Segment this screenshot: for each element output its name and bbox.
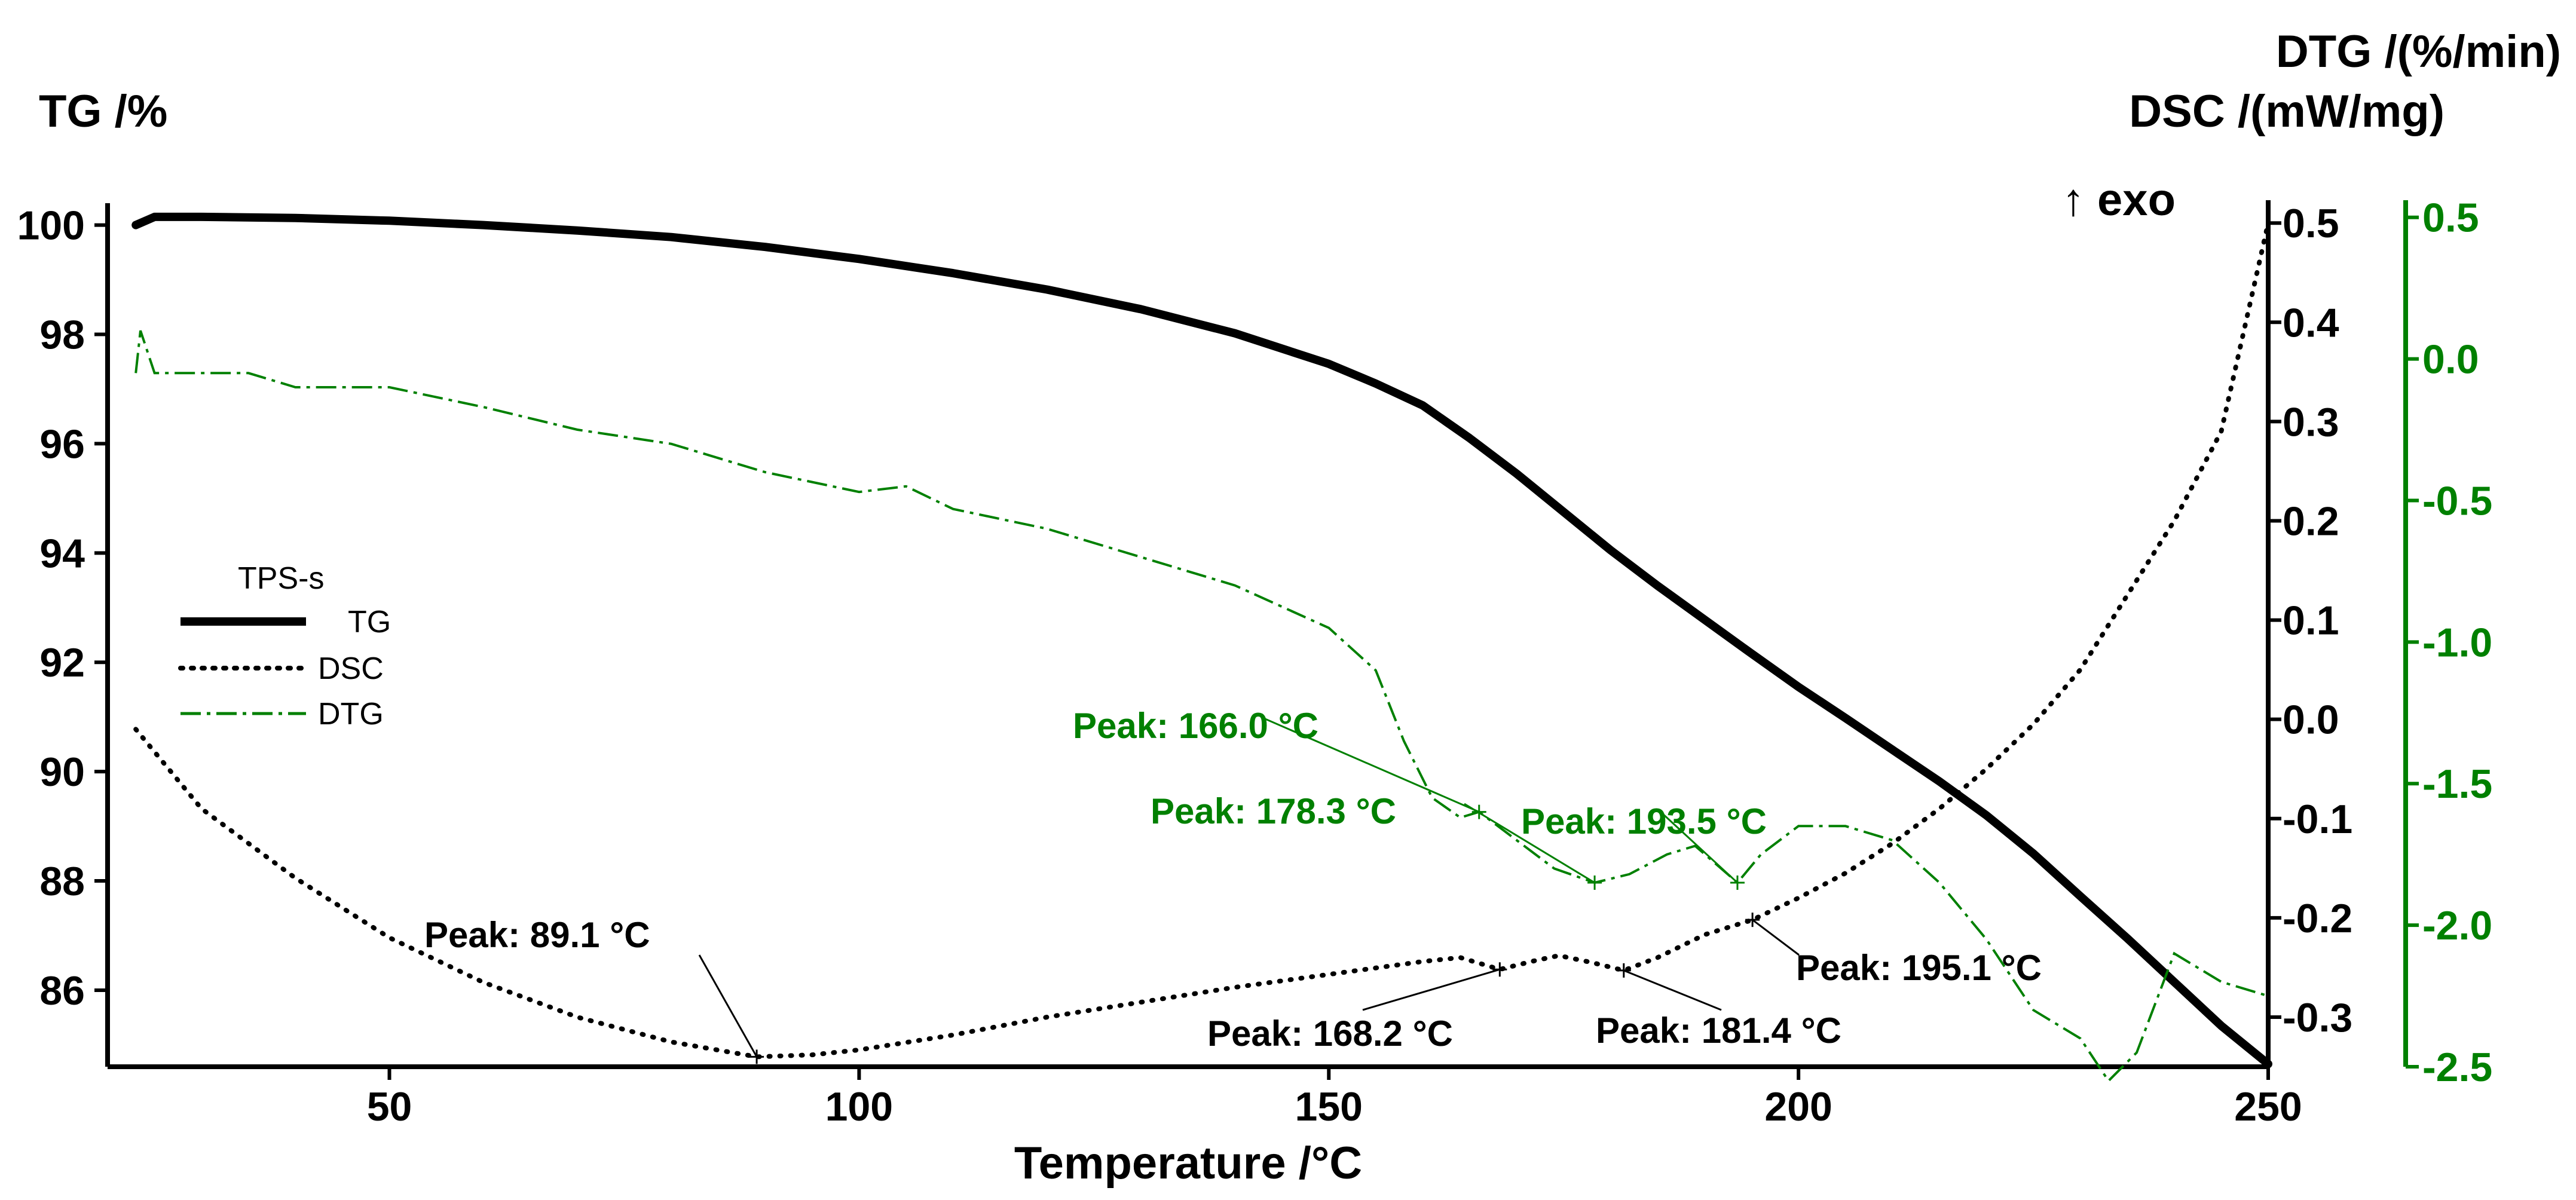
dtg-tick-label: -0.5 (2422, 478, 2492, 524)
tg-tick-label: 98 (39, 312, 85, 357)
legend: TPS-s TG DSC DTG (178, 561, 391, 731)
peak-label: Peak: 195.1 °C (1796, 948, 2042, 988)
dtg-axis-ticks: -2.5 -2.0 -1.5 -1.0 -0.5 0.0 0.5 (2406, 195, 2492, 1090)
annotation-leader (1261, 716, 1480, 813)
tg-tick-label: 100 (17, 203, 85, 249)
peak-label: Peak: 166.0 °C (1073, 706, 1318, 746)
peak-label: Peak: 181.4 °C (1596, 1011, 1841, 1051)
x-tick-label: 150 (1295, 1084, 1363, 1129)
peak-label: Peak: 193.5 °C (1521, 801, 1767, 841)
peak-marker (1492, 962, 1507, 977)
legend-title: TPS-s (238, 561, 324, 596)
x-tick-label: 250 (2234, 1084, 2302, 1129)
dtg-tick-label: 0.0 (2422, 337, 2479, 382)
annotation-leader (1623, 969, 1722, 1011)
dsc-axis-ticks: -0.3 -0.2 -0.1 0.0 0.1 0.2 0.3 0.4 0.5 (2268, 201, 2352, 1040)
dsc-axis-title: DSC /(mW/mg) (2129, 86, 2445, 137)
tg-axis-ticks: 86 88 90 92 94 96 98 100 (17, 203, 108, 1014)
tg-axis-title: TG /% (39, 86, 167, 137)
dsc-tick-label: 0.3 (2283, 399, 2339, 445)
dtg-tick-label: 0.5 (2422, 195, 2479, 241)
x-tick-label: 100 (825, 1084, 893, 1129)
series-layer (131, 212, 2272, 1083)
exo-direction-label: ↑ exo (2062, 175, 2176, 225)
annotation-leader (1362, 968, 1500, 1011)
x-axis-title: Temperature /°C (1014, 1138, 1362, 1189)
legend-label-dsc: DSC (318, 651, 384, 686)
dsc-tick-label: 0.2 (2283, 498, 2339, 544)
annotation-leader (1752, 919, 1800, 956)
dsc-tick-label: -0.2 (2283, 896, 2352, 941)
peak-label: Peak: 89.1 °C (424, 915, 650, 955)
peak-marker (1730, 875, 1745, 890)
dsc-tick-label: 0.1 (2283, 598, 2339, 644)
dsc-tick-label: -0.3 (2283, 995, 2352, 1040)
dsc-tick-label: -0.1 (2283, 797, 2352, 842)
peak-label: Peak: 178.3 °C (1151, 791, 1396, 831)
dsc-tick-label: 0.5 (2283, 201, 2339, 246)
tg-tick-label: 90 (39, 749, 85, 795)
peak-label: Peak: 168.2 °C (1207, 1014, 1453, 1054)
annotation-leader (1660, 812, 1738, 884)
dsc-tick-label: 0.4 (2283, 300, 2339, 345)
peak-marker (1616, 963, 1631, 978)
x-tick-label: 50 (367, 1084, 412, 1129)
dsc-tick-label: 0.0 (2283, 697, 2339, 743)
tg-tick-label: 94 (39, 531, 85, 576)
tg-tick-label: 92 (39, 640, 85, 685)
x-tick-label: 200 (1764, 1084, 1832, 1129)
legend-label-tg: TG (348, 605, 391, 639)
annotation-leader (1464, 803, 1595, 884)
dtg-tick-label: -1.0 (2422, 620, 2492, 665)
series-dsc-line (133, 221, 2271, 1060)
peak-marker (749, 1049, 764, 1064)
series-dtg-line (134, 330, 2269, 1083)
tg-tick-label: 88 (39, 859, 85, 904)
annotation-leader (698, 954, 758, 1058)
tg-tick-label: 96 (39, 421, 85, 467)
series-tg-line (131, 212, 2272, 1069)
dtg-tick-label: -1.5 (2422, 761, 2492, 807)
annotation-layer: Peak: 89.1 °C Peak: 168.2 °C Peak: 181.4 °… (424, 706, 2042, 1064)
peak-marker (1587, 875, 1602, 890)
dtg-tick-label: -2.5 (2422, 1045, 2492, 1090)
x-axis-ticks: 50 100 150 200 250 (367, 1067, 2302, 1129)
dtg-axis-title: DTG /(%/min) (2276, 26, 2561, 77)
legend-label-dtg: DTG (318, 697, 384, 731)
tg-tick-label: 86 (39, 968, 85, 1014)
peak-marker (1745, 913, 1760, 927)
dtg-tick-label: -2.0 (2422, 903, 2492, 948)
